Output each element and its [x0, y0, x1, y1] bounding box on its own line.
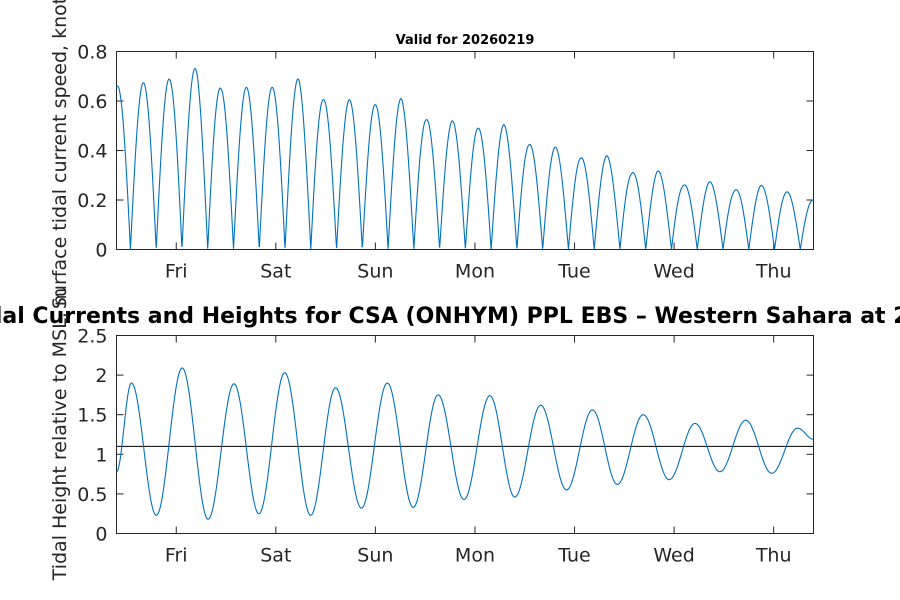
- current-speed-x-tick-label: Sun: [357, 261, 393, 283]
- tidal-height-x-tick-label: Mon: [455, 545, 495, 567]
- tidal-height-x-tick-label: Sun: [357, 545, 393, 567]
- current-speed-y-tick-label: 0.4: [77, 141, 107, 163]
- current-speed-x-tick-label: Tue: [557, 261, 590, 283]
- current-speed-x-tick-label: Wed: [653, 261, 694, 283]
- tidal-height-chart: 0 0.5 1 1.5 2 2.5 Fri Sat Sun Mon Tue Wed Thu Tidal …: [0, 288, 900, 582]
- current-speed-x-tick-label: Mon: [455, 261, 495, 283]
- current-speed-plot-frame: [116, 51, 814, 250]
- current-speed-chart-title: Valid for 20260219: [396, 33, 535, 48]
- tidal-height-y-tick-label: 2: [95, 365, 107, 387]
- current-speed-y-tick-label: 0: [95, 240, 107, 262]
- current-speed-chart: 0 0.2 0.4 0.6 0.8 Fri Sat Sun Mon Tue Wed Thu Valid…: [49, 0, 814, 309]
- tidal-height-x-tick-label: Thu: [755, 545, 792, 567]
- tidal-height-x-tick-label: Sat: [260, 545, 291, 567]
- tidal-height-x-tick-label: Fri: [165, 545, 188, 567]
- current-speed-ticks: 0 0.2 0.4 0.6 0.8 Fri Sat Sun Mon Tue Wed Thu: [77, 42, 814, 283]
- tidal-height-y-tick-label: 0: [95, 524, 107, 546]
- current-speed-y-tick-label: 0.8: [77, 42, 107, 64]
- tidal-height-x-tick-label: Wed: [653, 545, 694, 567]
- tidal-height-y-tick-label: 2.5: [77, 326, 107, 348]
- tidal-height-ticks: 0 0.5 1 1.5 2 2.5 Fri Sat Sun Mon Tue Wed Thu: [77, 326, 814, 567]
- current-speed-x-tick-label: Thu: [755, 261, 792, 283]
- tidal-height-plot-frame: [116, 335, 814, 534]
- tidal-height-y-axis-label: Tidal Height relative to MSL, m: [49, 288, 71, 582]
- figure-main-title: Tidal Currents and Heights for CSA (ONHY…: [0, 304, 900, 329]
- tidal-height-x-tick-label: Tue: [557, 545, 590, 567]
- current-speed-x-tick-label: Fri: [165, 261, 188, 283]
- tidal-height-y-tick-label: 1: [95, 444, 107, 466]
- current-speed-y-tick-label: 0.6: [77, 91, 107, 113]
- tidal-height-y-tick-label: 1.5: [77, 405, 107, 427]
- tidal-height-y-tick-label: 0.5: [77, 484, 107, 506]
- current-speed-series-line: [115, 67, 814, 250]
- current-speed-y-axis-label: Surface tidal current speed, knots: [49, 0, 71, 309]
- tidal-height-series-line: [116, 367, 814, 520]
- current-speed-x-tick-label: Sat: [260, 261, 291, 283]
- current-speed-y-tick-label: 0.2: [77, 190, 107, 212]
